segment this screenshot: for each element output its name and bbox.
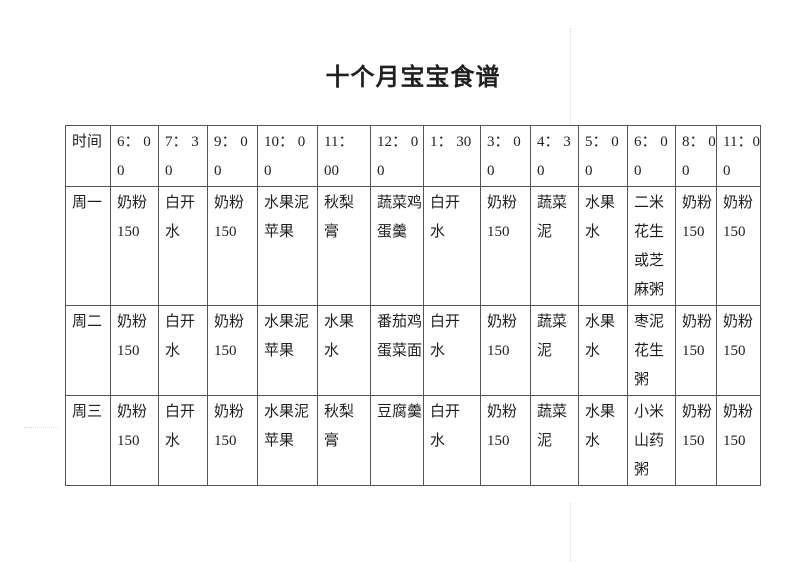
page-title: 十个月宝宝食谱 — [325, 65, 501, 91]
meal-cell: 水果 水 — [578, 395, 628, 486]
meal-cell: 二米 花生 或芝 麻粥 — [627, 186, 676, 306]
meal-cell: 番茄鸡 蛋菜面 — [370, 305, 424, 396]
page-margin-guide-bottom — [570, 503, 571, 561]
page-margin-guide-top — [570, 28, 571, 124]
time-header-cell: 9： 0 0 — [207, 125, 258, 187]
meal-cell: 奶粉 150 — [480, 186, 531, 306]
meal-cell: 豆腐羹 — [370, 395, 424, 486]
meal-cell: 奶粉 150 — [207, 186, 258, 306]
meal-cell: 白开 水 — [158, 186, 208, 306]
meal-cell: 白开 水 — [423, 186, 481, 306]
time-header-cell: 11：0 0 — [716, 125, 761, 187]
time-header-cell: 11： 00 — [317, 125, 371, 187]
meal-cell: 奶粉 150 — [480, 305, 531, 396]
meal-cell: 水果泥 苹果 — [257, 395, 318, 486]
meal-cell: 奶粉 150 — [675, 305, 717, 396]
time-header-cell: 6： 0 0 — [627, 125, 676, 187]
meal-cell: 水果 水 — [578, 305, 628, 396]
meal-cell: 白开 水 — [423, 395, 481, 486]
time-header-cell: 10： 0 0 — [257, 125, 318, 187]
time-header-row: 时间 6： 0 0 7： 3 0 9： 0 0 10： 0 0 11： 00 1… — [65, 125, 761, 187]
meal-cell: 水果 水 — [578, 186, 628, 306]
time-header-cell: 1： 30 — [423, 125, 481, 187]
day-label: 周二 — [65, 305, 111, 396]
time-header-cell: 6： 0 0 — [110, 125, 159, 187]
meal-cell: 秋梨 膏 — [317, 395, 371, 486]
meal-cell: 奶粉 150 — [110, 186, 159, 306]
meal-cell: 奶粉 150 — [110, 395, 159, 486]
baby-menu-table: 时间 6： 0 0 7： 3 0 9： 0 0 10： 0 0 11： 00 1… — [65, 125, 761, 486]
meal-cell: 白开 水 — [158, 395, 208, 486]
meal-cell: 蔬菜鸡 蛋羹 — [370, 186, 424, 306]
meal-cell: 水果泥 苹果 — [257, 305, 318, 396]
meal-cell: 奶粉 150 — [675, 186, 717, 306]
table-row-tuesday: 周二 奶粉 150 白开 水 奶粉 150 水果泥 苹果 水果 水 番茄鸡 蛋菜… — [65, 305, 761, 396]
meal-cell: 水果 水 — [317, 305, 371, 396]
day-label: 周三 — [65, 395, 111, 486]
meal-cell: 奶粉 150 — [207, 395, 258, 486]
meal-cell: 白开 水 — [158, 305, 208, 396]
meal-cell: 小米 山药 粥 — [627, 395, 676, 486]
meal-cell: 秋梨 膏 — [317, 186, 371, 306]
meal-cell: 奶粉 150 — [480, 395, 531, 486]
meal-cell: 蔬菜 泥 — [530, 305, 579, 396]
time-header-cell: 8： 0 0 — [675, 125, 717, 187]
time-header-cell: 12： 0 0 — [370, 125, 424, 187]
time-header-cell: 7： 3 0 — [158, 125, 208, 187]
meal-cell: 奶粉 150 — [716, 305, 761, 396]
meal-cell: 奶粉 150 — [110, 305, 159, 396]
page-margin-guide-left — [24, 427, 58, 428]
time-header-cell: 5： 0 0 — [578, 125, 628, 187]
time-corner-label: 时间 — [65, 125, 111, 187]
meal-cell: 水果泥 苹果 — [257, 186, 318, 306]
meal-cell: 奶粉 150 — [716, 395, 761, 486]
table-row-monday: 周一 奶粉 150 白开 水 奶粉 150 水果泥 苹果 秋梨 膏 蔬菜鸡 蛋羹… — [65, 186, 761, 306]
meal-cell: 枣泥 花生 粥 — [627, 305, 676, 396]
meal-cell: 奶粉 150 — [207, 305, 258, 396]
meal-cell: 奶粉 150 — [716, 186, 761, 306]
meal-cell: 白开 水 — [423, 305, 481, 396]
meal-cell: 蔬菜 泥 — [530, 395, 579, 486]
meal-cell: 奶粉 150 — [675, 395, 717, 486]
time-header-cell: 3： 0 0 — [480, 125, 531, 187]
day-label: 周一 — [65, 186, 111, 306]
time-header-cell: 4： 3 0 — [530, 125, 579, 187]
meal-cell: 蔬菜 泥 — [530, 186, 579, 306]
table-row-wednesday: 周三 奶粉 150 白开 水 奶粉 150 水果泥 苹果 秋梨 膏 豆腐羹 白开… — [65, 395, 761, 486]
